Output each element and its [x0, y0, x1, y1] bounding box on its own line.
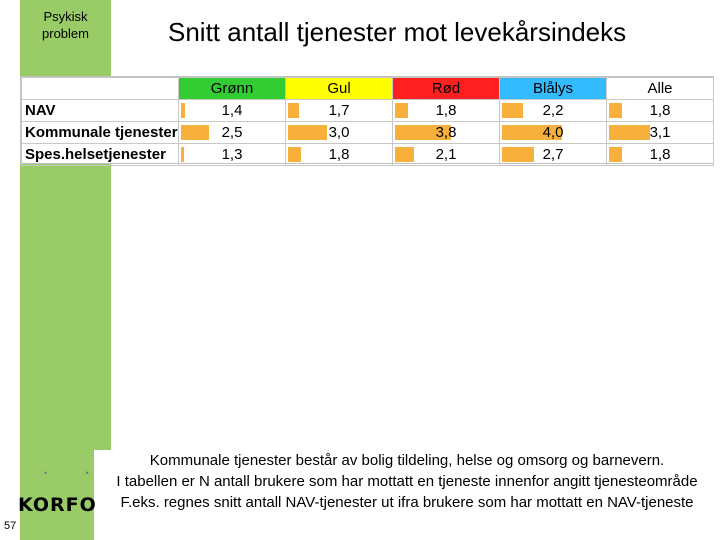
table-cell: 1,3: [178, 143, 286, 166]
cell-value: 3,1: [649, 124, 671, 141]
table-cell: 1,4: [178, 99, 286, 122]
footnote: Kommunale tjenester består av bolig tild…: [94, 450, 720, 540]
cell-value: 1,8: [435, 102, 457, 119]
table-cell: 2,1: [392, 143, 500, 166]
row-label: NAV: [21, 99, 179, 122]
row-label: Kommunale tjenester: [21, 121, 179, 144]
value-bar: [609, 103, 622, 118]
table-cell: 1,7: [285, 99, 393, 122]
footnote-line2: I tabellen er N antall brukere som har m…: [116, 473, 698, 490]
table-cell: 3,0: [285, 121, 393, 144]
table-cell: 2,7: [499, 143, 607, 166]
value-bar: [502, 103, 523, 118]
table-row: NAV 1,4 1,7 1,8 2,2 1,8: [21, 99, 714, 122]
column-header-gul: Gul: [285, 77, 393, 100]
cell-value: 2,2: [542, 102, 564, 119]
table-cell: 1,8: [606, 99, 714, 122]
column-header-alle: Alle: [606, 77, 714, 100]
table-header-row: Grønn Gul Rød Blålys Alle: [21, 77, 714, 100]
logo-dots: • •: [44, 468, 107, 478]
value-bar: [502, 147, 534, 162]
value-bar: [395, 147, 414, 162]
value-bar: [288, 103, 299, 118]
column-header-rod: Rød: [392, 77, 500, 100]
table-cell: 1,8: [606, 143, 714, 166]
table-cell: 3,1: [606, 121, 714, 144]
cell-value: 1,8: [649, 146, 671, 163]
page-number: 57: [4, 520, 17, 532]
table-cell: 1,8: [392, 99, 500, 122]
table-cell: 1,8: [285, 143, 393, 166]
cell-value: 1,8: [649, 102, 671, 119]
table-cell: 4,0: [499, 121, 607, 144]
cell-value: 2,1: [435, 146, 457, 163]
cell-value: 4,0: [542, 124, 564, 141]
cell-value: 2,7: [542, 146, 564, 163]
footnote-line1: Kommunale tjenester består av bolig tild…: [149, 452, 665, 469]
services-table-grid: Grønn Gul Rød Blålys Alle NAV 1,4 1,7 1,8 2,…: [21, 77, 714, 166]
cell-value: 1,8: [328, 146, 350, 163]
table-corner-cell: [21, 77, 179, 100]
sidebar-label: Psykisk problem: [20, 8, 111, 42]
sidebar-label-line1: Psykisk: [43, 9, 88, 24]
table-row: Spes.helsetjenester 1,3 1,8 2,1 2,7 1,8: [21, 143, 714, 166]
cell-value: 1,7: [328, 102, 350, 119]
table-row: Kommunale tjenester 2,5 3,0 3,8 4,0 3,1: [21, 121, 714, 144]
value-bar: [181, 103, 185, 118]
column-header-gronn: Grønn: [178, 77, 286, 100]
value-bar: [181, 147, 184, 162]
cell-value: 1,3: [221, 146, 243, 163]
value-bar: [288, 125, 327, 140]
value-bar: [181, 125, 209, 140]
row-label: Spes.helsetjenester: [21, 143, 179, 166]
sidebar-label-line2: problem: [42, 26, 89, 41]
column-header-blalys: Blålys: [499, 77, 607, 100]
cell-value: 2,5: [221, 124, 243, 141]
value-bar: [288, 147, 301, 162]
services-table: Grønn Gul Rød Blålys Alle NAV 1,4 1,7 1,8 2,…: [20, 76, 714, 166]
cell-value: 3,0: [328, 124, 350, 141]
table-cell: 2,2: [499, 99, 607, 122]
table-cell: 2,5: [178, 121, 286, 144]
slide-title: Snitt antall tjenester mot levekårsindek…: [168, 17, 627, 47]
table-cell: 3,8: [392, 121, 500, 144]
cell-value: 3,8: [435, 124, 457, 141]
footnote-line3: F.eks. regnes snitt antall NAV-tjenester…: [120, 494, 694, 511]
value-bar: [395, 103, 408, 118]
value-bar: [502, 125, 562, 140]
value-bar: [395, 125, 451, 140]
cell-value: 1,4: [221, 102, 243, 119]
value-bar: [609, 147, 622, 162]
value-bar: [609, 125, 650, 140]
korfo-logo: KORFO: [18, 494, 97, 516]
